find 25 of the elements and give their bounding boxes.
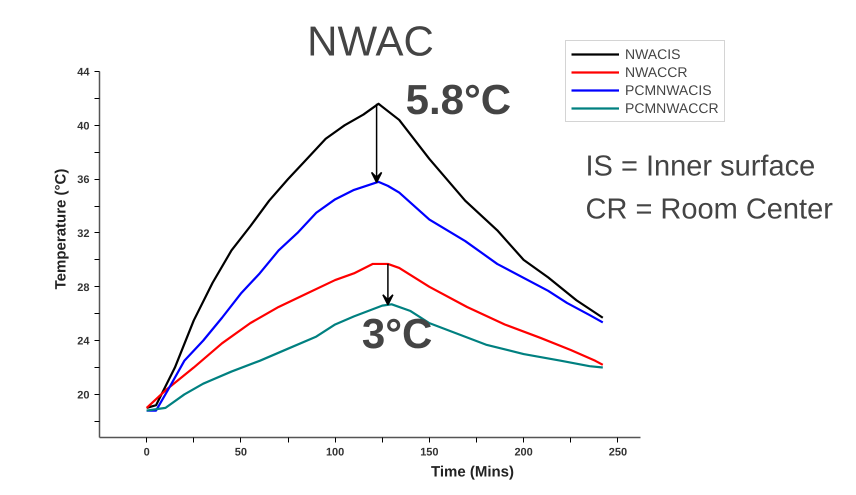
x-tick-label: 0 [144, 446, 150, 458]
x-axis-title: Time (Mins) [430, 464, 514, 480]
chart-title: NWAC [307, 18, 434, 64]
annotation: 3°C [362, 310, 432, 357]
y-tick-label: 40 [77, 120, 90, 132]
y-tick-label: 36 [77, 174, 90, 186]
x-tick-label: 200 [514, 446, 533, 458]
x-tick-label: 50 [234, 446, 248, 458]
legend-label: NWACIS [625, 46, 680, 62]
x-tick-label: 250 [608, 446, 628, 458]
annotation: 5.8°C [406, 76, 512, 123]
legend-label: PCMNWACIS [625, 82, 712, 98]
x-tick-label: 150 [420, 446, 439, 458]
annotation: IS = Inner surface [586, 150, 816, 182]
y-axis-title: Temperature (°C) [52, 168, 70, 290]
y-tick-label: 24 [77, 336, 90, 348]
y-tick-label: 20 [77, 389, 90, 402]
y-tick-label: 32 [77, 228, 90, 240]
legend-label: PCMNWACCR [625, 100, 719, 116]
y-tick-label: 44 [77, 66, 90, 78]
legend-label: NWACCR [625, 64, 688, 80]
annotation: CR = Room Center [586, 194, 834, 226]
x-tick-label: 100 [326, 446, 344, 458]
line-series [146, 262, 604, 409]
y-tick-label: 28 [77, 282, 90, 294]
